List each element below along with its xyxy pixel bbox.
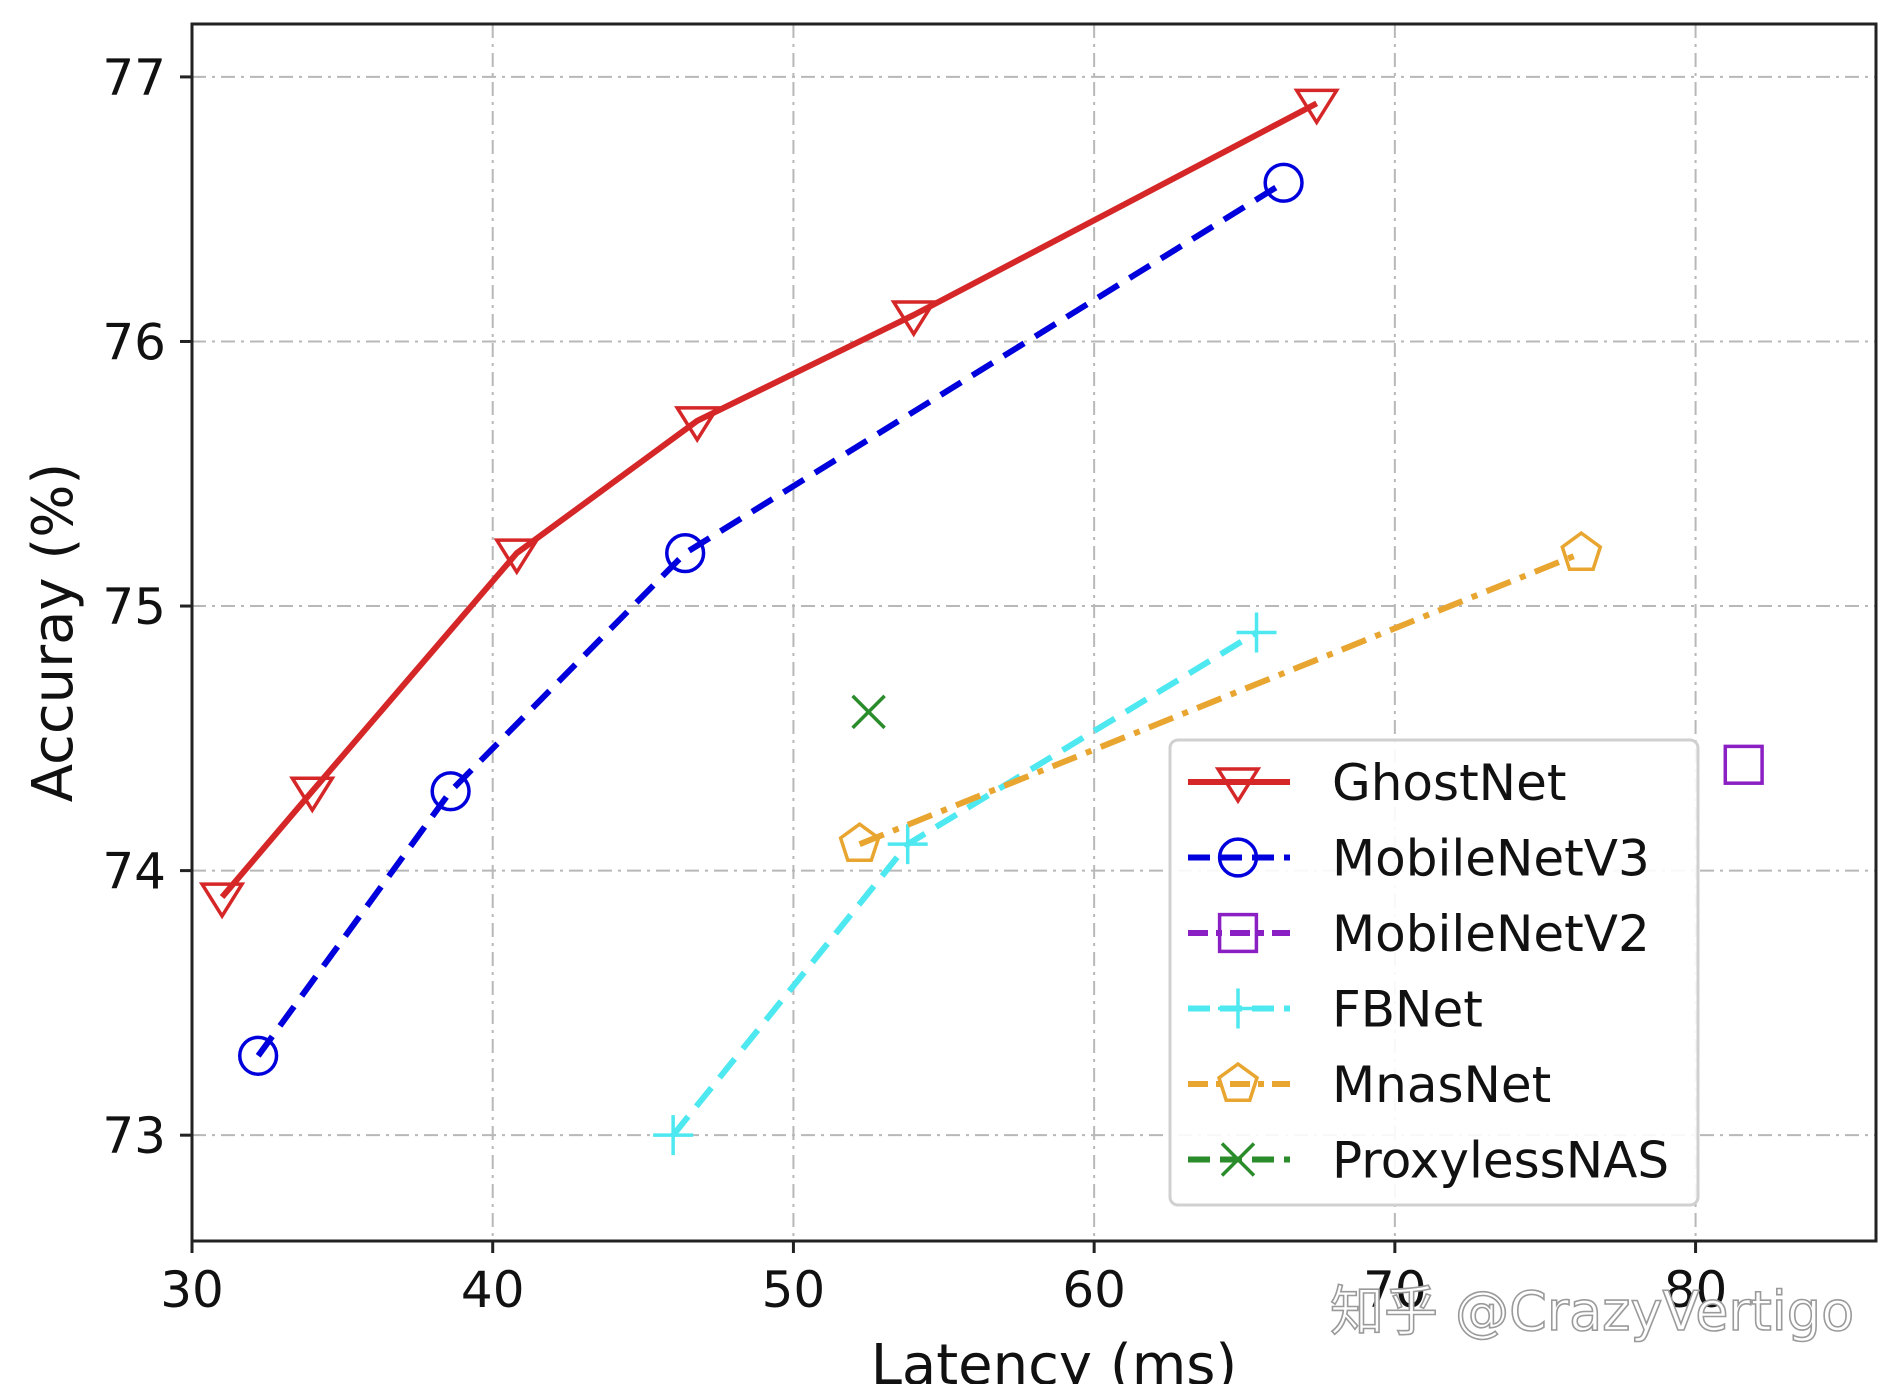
data-point-ghostnet <box>674 406 721 444</box>
legend-entry-fbnet: FBNet <box>1188 981 1483 1039</box>
x-tick-label: 40 <box>461 1261 525 1319</box>
series-fbnet <box>653 612 1277 1156</box>
series-mobilenetv2 <box>1723 744 1764 785</box>
data-point-mobilenetv2 <box>1723 744 1764 785</box>
data-point-ghostnet <box>289 776 336 814</box>
x-tick-label: 30 <box>160 1261 224 1319</box>
legend-label-mnasnet: MnasNet <box>1332 1056 1551 1114</box>
data-point-fbnet <box>653 1115 694 1156</box>
legend-label-ghostnet: GhostNet <box>1332 754 1566 812</box>
legend-marker-ghostnet <box>1214 767 1262 805</box>
y-tick-label: 77 <box>102 49 166 107</box>
series-mnasnet <box>838 530 1603 863</box>
y-axis-label: Accuray (%) <box>21 463 86 803</box>
legend-marker-fbnet <box>1218 988 1258 1029</box>
data-point-mnasnet <box>1560 530 1603 572</box>
data-point-fbnet <box>1236 612 1277 653</box>
axis-ticks: 30 40 50 60 70 80 73 74 75 76 77 <box>102 49 1727 1319</box>
data-point-ghostnet <box>890 300 937 338</box>
data-point-fbnet <box>887 824 928 865</box>
data-point-mobilenetv3 <box>238 1035 279 1076</box>
y-tick-label: 74 <box>102 843 166 901</box>
legend-marker-mobilenetv2 <box>1217 912 1259 954</box>
series-line-mnasnet <box>858 550 1583 847</box>
data-point-mnasnet <box>838 822 881 863</box>
x-tick-label: 80 <box>1664 1261 1728 1319</box>
data-point-ghostnet <box>1293 88 1340 126</box>
x-tick-label: 70 <box>1363 1261 1427 1319</box>
data-point-mobilenetv3 <box>1263 162 1304 203</box>
legend-marker-mnasnet <box>1216 1061 1260 1102</box>
legend-entry-mnasnet: MnasNet <box>1188 1056 1551 1114</box>
y-tick-label: 76 <box>102 313 166 371</box>
legend-entry-mobilenetv3: MobileNetV3 <box>1188 830 1650 888</box>
series-line-ghostnet <box>219 100 1319 900</box>
legend-marker-proxylessnas <box>1220 1142 1256 1177</box>
legend-entry-ghostnet: GhostNet <box>1188 754 1566 812</box>
legend-label-proxylessnas: ProxylessNAS <box>1332 1132 1669 1190</box>
x-axis-label: Latency (ms) <box>871 1333 1238 1384</box>
data-point-proxylessnas <box>851 694 886 730</box>
x-tick-label: 50 <box>762 1261 826 1319</box>
watermark: 知乎 @CrazyVertigo <box>1330 1280 1854 1343</box>
series-line-mobilenetv3 <box>255 180 1286 1058</box>
x-tick-label: 60 <box>1062 1261 1126 1319</box>
y-tick-label: 75 <box>102 578 166 636</box>
legend-box <box>1168 738 1700 1207</box>
legend-entry-mobilenetv2: MobileNetV2 <box>1188 905 1650 963</box>
plot-frame <box>190 22 1878 1243</box>
legend-label-fbnet: FBNet <box>1332 981 1483 1039</box>
legend-label-mobilenetv2: MobileNetV2 <box>1332 905 1650 963</box>
legend-label-mobilenetv3: MobileNetV3 <box>1332 830 1650 888</box>
series-mobilenetv3 <box>238 162 1304 1076</box>
y-tick-label: 73 <box>102 1107 166 1165</box>
legend-entry-proxylessnas: ProxylessNAS <box>1188 1132 1669 1190</box>
series-layer <box>198 88 1764 1156</box>
data-point-ghostnet <box>198 882 246 920</box>
legend-marker-mobilenetv3 <box>1217 837 1259 878</box>
series-ghostnet <box>198 88 1340 920</box>
data-point-mobilenetv3 <box>665 532 706 574</box>
data-point-mobilenetv3 <box>430 771 471 812</box>
series-proxylessnas <box>851 694 886 730</box>
data-point-ghostnet <box>493 538 540 576</box>
legend: GhostNet MobileNetV3 MobileNetV2 FBNet MnasN… <box>1168 738 1700 1207</box>
